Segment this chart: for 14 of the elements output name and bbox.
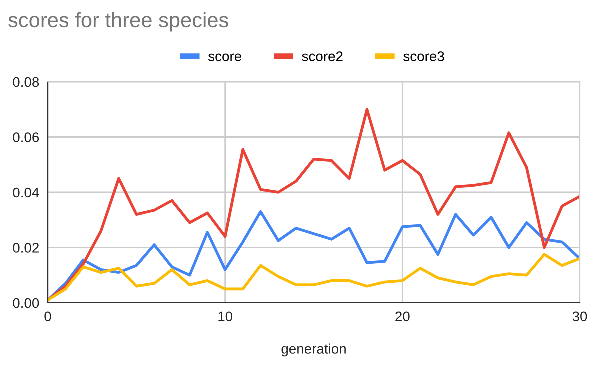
y-tick-label: 0.04 <box>13 188 40 198</box>
x-axis-title: generation <box>282 344 346 357</box>
legend-label: score2 <box>302 52 343 62</box>
y-tick-label: 0.00 <box>13 298 40 308</box>
legend-label: score <box>208 54 242 62</box>
y-tick-label: 0.06 <box>13 132 40 142</box>
legend-label: score3 <box>404 52 444 62</box>
y-tick-label: 0.08 <box>13 77 40 88</box>
x-tick-label: 10 <box>218 312 233 322</box>
chart-title: scores for three species <box>8 12 228 32</box>
x-tick-label: 0 <box>44 312 52 322</box>
x-tick-label: 20 <box>396 312 410 322</box>
x-tick-label: 30 <box>572 312 588 322</box>
y-tick-label: 0.02 <box>13 243 39 253</box>
